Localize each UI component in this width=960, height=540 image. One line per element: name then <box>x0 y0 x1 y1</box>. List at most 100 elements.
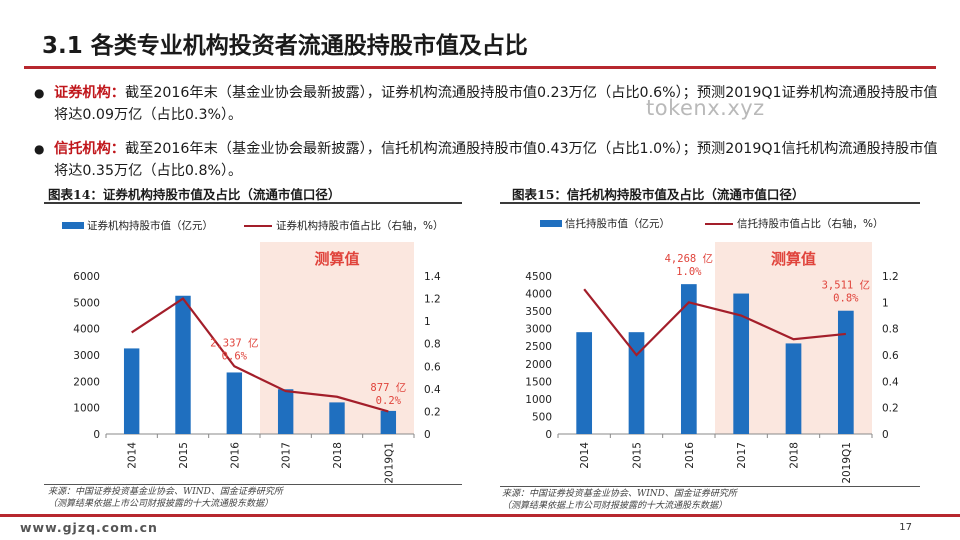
bullet-lead: 证券机构： <box>54 85 125 101</box>
y-left-tick-label: 4500 <box>525 271 552 283</box>
page-number: 17 <box>899 522 912 533</box>
x-tick-label: 2019Q1 <box>841 442 853 484</box>
legend-bar-swatch <box>540 220 562 227</box>
y-right-tick-label: 1.4 <box>424 271 441 283</box>
y-right-tick-label: 0.6 <box>882 350 899 362</box>
y-right-tick-label: 0.6 <box>424 361 441 373</box>
data-annotation-share: 1.0% <box>676 266 702 278</box>
y-left-tick-label: 1000 <box>525 394 552 406</box>
data-annotation-share: 0.8% <box>833 293 859 305</box>
y-right-tick-label: 1.2 <box>882 271 899 283</box>
share-line <box>583 288 846 357</box>
y-left-tick-label: 3000 <box>525 324 552 336</box>
data-annotation-value: 3,511 亿 <box>822 279 870 292</box>
y-right-tick-label: 0.8 <box>882 324 899 336</box>
x-tick-label: 2014 <box>579 442 591 469</box>
forecast-label: 测算值 <box>771 250 816 268</box>
bullet-body: 截至2016年末（基金业协会最新披露），证券机构流通股持股市值0.23万亿（占比… <box>54 85 938 123</box>
x-tick-label: 2019Q1 <box>383 442 395 483</box>
figure-14-source-rule <box>44 484 462 485</box>
bullet-lead: 信托机构： <box>54 141 125 157</box>
share-line <box>131 297 389 413</box>
title-divider <box>24 66 936 69</box>
trust-chart: 测算值 信托持股市值（亿元） 信托持股市值占比（右轴，%） 0 500 1000 1500 2… <box>525 217 899 484</box>
y-right-tick-label: 0.8 <box>424 339 441 351</box>
watermark: tokenx.xyz <box>646 96 765 120</box>
legend-bar-label: 信托持股市值（亿元） <box>565 217 670 230</box>
data-annotation-value: 877 亿 <box>370 381 406 394</box>
page-title: 3.1 各类专业机构投资者流通股持股市值及占比 <box>42 33 528 59</box>
x-tick-label: 2017 <box>281 442 293 469</box>
data-annotation-share: 0.2% <box>376 395 402 407</box>
source-note: （测算结果依据上市公司财报披露的十大流通股东数据） <box>48 499 274 509</box>
x-tick-label: 2018 <box>332 442 344 469</box>
y-right-tick-label: 0 <box>882 429 889 441</box>
figure-15-source: 来源：中国证券投资基金业协会、WIND、国金证券研究所 （测算结果依据上市公司财… <box>502 488 737 512</box>
legend-bar-label: 证券机构持股市值（亿元） <box>87 219 213 232</box>
data-annotation-value: 2,337 亿 <box>210 336 258 349</box>
bar <box>329 402 345 434</box>
y-left-tick-label: 2000 <box>525 359 552 371</box>
x-tick-label: 2015 <box>632 442 644 469</box>
legend-line-label: 信托持股市值占比（右轴，%） <box>737 217 883 230</box>
bullet-text-wrap: 信托机构：截至2016年末（基金业协会最新披露），信托机构流通股持股市值0.43… <box>40 138 940 182</box>
bar <box>680 284 697 434</box>
footer-website[interactable]: www.gjzq.com.cn <box>20 520 158 535</box>
source-line: 来源：中国证券投资基金业协会、WIND、国金证券研究所 <box>48 487 283 497</box>
y-left-tick-label: 1000 <box>73 403 100 415</box>
source-line: 来源：中国证券投资基金业协会、WIND、国金证券研究所 <box>502 489 737 499</box>
y-left-tick-label: 500 <box>532 411 552 423</box>
bar <box>380 410 397 434</box>
bar <box>576 332 593 434</box>
figure-14-title: 图表14：证券机构持股市值及占比（流通市值口径） <box>48 187 341 202</box>
bullet-body: 截至2016年末（基金业协会最新披露），信托机构流通股持股市值0.43万亿（占比… <box>54 141 938 179</box>
bullet-dot-icon: ● <box>34 86 45 100</box>
y-right-tick-label: 0.2 <box>882 403 899 415</box>
bar <box>123 348 140 434</box>
figure-15-rule <box>500 202 920 204</box>
legend-line-label: 证券机构持股市值占比（右轴，%） <box>276 219 443 232</box>
x-tick-label: 2015 <box>178 442 190 469</box>
y-left-tick-label: 0 <box>93 429 100 441</box>
x-tick-label: 2014 <box>127 442 139 469</box>
y-left-tick-label: 3500 <box>525 306 552 318</box>
bar <box>785 343 802 434</box>
legend-bar-swatch <box>62 222 84 229</box>
bar <box>277 389 294 434</box>
y-right-tick-label: 0.4 <box>424 384 441 396</box>
bullet-securities: ● 证券机构：截至2016年末（基金业协会最新披露），证券机构流通股持股市值0.… <box>34 82 940 126</box>
data-annotation-share: 0.6% <box>222 350 248 362</box>
data-annotation-value: 4,268 亿 <box>665 252 713 265</box>
footer-divider <box>0 514 960 517</box>
x-tick-label: 2016 <box>684 442 696 469</box>
x-tick-label: 2017 <box>736 442 748 469</box>
x-tick-label: 2016 <box>229 442 241 469</box>
y-left-tick-label: 5000 <box>73 297 100 309</box>
bar <box>628 332 645 434</box>
x-tick-label: 2018 <box>789 442 801 469</box>
y-left-tick-label: 4000 <box>73 324 100 336</box>
figure-15-source-rule <box>500 486 920 487</box>
y-left-tick-label: 3000 <box>73 350 100 362</box>
y-left-tick-label: 4000 <box>525 289 552 301</box>
figure-15-title: 图表15：信托机构持股市值及占比（流通市值口径） <box>512 187 805 202</box>
bullet-text-wrap: 证券机构：截至2016年末（基金业协会最新披露），证券机构流通股持股市值0.23… <box>40 82 940 126</box>
y-right-tick-label: 1.2 <box>424 294 441 306</box>
y-left-tick-label: 1500 <box>525 376 552 388</box>
figure-14-source: 来源：中国证券投资基金业协会、WIND、国金证券研究所 （测算结果依据上市公司财… <box>48 486 283 510</box>
bar <box>175 295 191 434</box>
bullet-trust: ● 信托机构：截至2016年末（基金业协会最新披露），信托机构流通股持股市值0.… <box>34 138 940 182</box>
y-right-tick-label: 0.4 <box>882 376 899 388</box>
bullet-dot-icon: ● <box>34 142 45 156</box>
figure-14-rule <box>44 202 462 204</box>
y-right-tick-label: 1 <box>882 297 889 309</box>
bar <box>226 372 243 434</box>
y-left-tick-label: 2000 <box>73 376 100 388</box>
securities-chart: 测算值 证券机构持股市值（亿元） 证券机构持股市值占比（右轴，%） 0 1000 2000… <box>62 219 443 483</box>
bar <box>733 293 750 434</box>
y-left-tick-label: 6000 <box>73 271 100 283</box>
bar <box>837 310 854 434</box>
source-note: （测算结果依据上市公司财报披露的十大流通股东数据） <box>502 501 728 511</box>
y-left-tick-label: 0 <box>545 429 552 441</box>
y-right-tick-label: 1 <box>424 316 431 328</box>
